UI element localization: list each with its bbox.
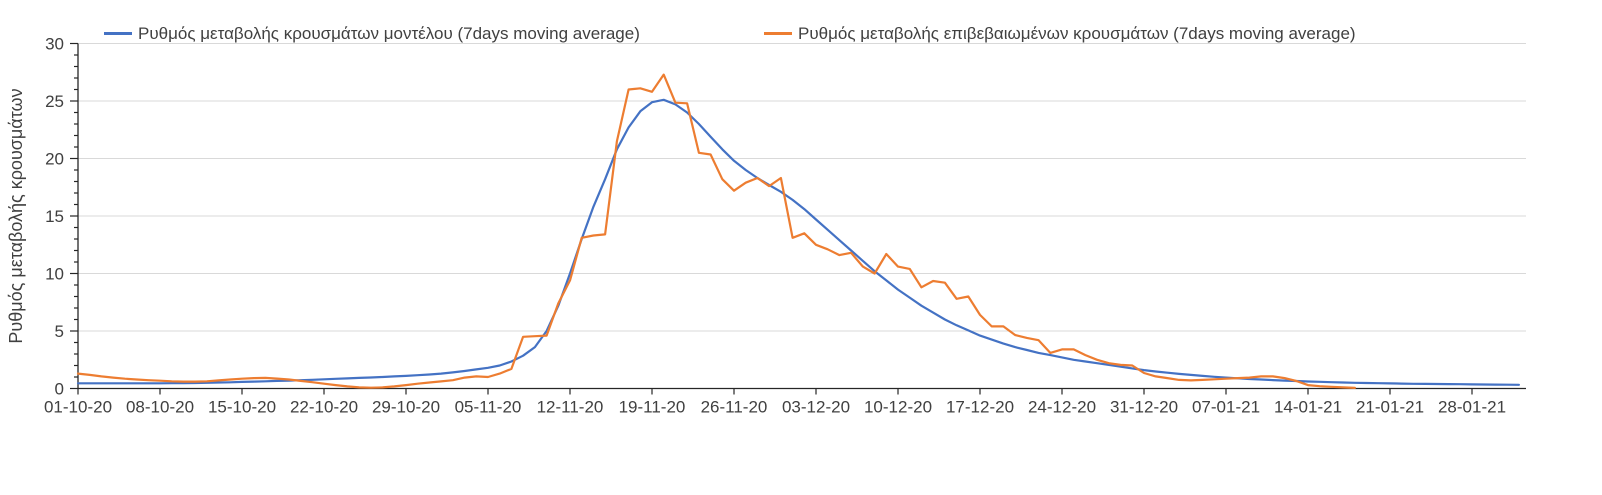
svg-text:01-10-20: 01-10-20 bbox=[44, 398, 112, 417]
svg-text:19-11-20: 19-11-20 bbox=[619, 398, 686, 417]
svg-text:5: 5 bbox=[55, 322, 64, 341]
svg-text:24-12-20: 24-12-20 bbox=[1028, 398, 1096, 417]
svg-text:08-10-20: 08-10-20 bbox=[126, 398, 194, 417]
svg-text:05-11-20: 05-11-20 bbox=[455, 398, 522, 417]
svg-text:28-01-21: 28-01-21 bbox=[1438, 398, 1506, 417]
axis-ticks bbox=[70, 42, 1473, 395]
svg-text:30: 30 bbox=[45, 35, 64, 54]
model-series-line bbox=[76, 98, 1521, 386]
svg-text:10: 10 bbox=[45, 265, 64, 284]
legend-item-confirmed: Ρυθμός μεταβολής επιβεβαιωμένων κρουσμάτ… bbox=[764, 24, 1356, 43]
legend-item-model: Ρυθμός μεταβολής κρουσμάτων μοντέλου (7d… bbox=[104, 24, 640, 43]
svg-text:22-10-20: 22-10-20 bbox=[290, 398, 358, 417]
svg-text:15: 15 bbox=[45, 207, 64, 226]
axis-tick-labels: 0 5 10 15 20 25 30 01-10-20 08-10-20 15-10-20 22-1… bbox=[44, 35, 1506, 417]
svg-text:12-11-20: 12-11-20 bbox=[537, 398, 604, 417]
svg-text:15-10-20: 15-10-20 bbox=[208, 398, 276, 417]
svg-text:29-10-20: 29-10-20 bbox=[372, 398, 440, 417]
legend-label-confirmed: Ρυθμός μεταβολής επιβεβαιωμένων κρουσμάτ… bbox=[798, 24, 1356, 43]
legend-marker-model-line-icon bbox=[104, 32, 132, 35]
svg-text:31-12-20: 31-12-20 bbox=[1110, 398, 1178, 417]
legend-marker-confirmed-line-icon bbox=[764, 32, 792, 35]
confirmed-series-line bbox=[76, 73, 1357, 389]
svg-text:21-01-21: 21-01-21 bbox=[1356, 398, 1424, 417]
svg-text:0: 0 bbox=[55, 380, 64, 399]
y-axis-title: Ρυθμός μεταβολής κρουσμάτων bbox=[6, 88, 26, 343]
svg-text:03-12-20: 03-12-20 bbox=[782, 398, 850, 417]
svg-text:25: 25 bbox=[45, 92, 64, 111]
legend-label-model: Ρυθμός μεταβολής κρουσμάτων μοντέλου (7d… bbox=[138, 24, 640, 43]
y-gridlines bbox=[78, 43, 1526, 332]
svg-text:20: 20 bbox=[45, 150, 64, 169]
svg-text:17-12-20: 17-12-20 bbox=[946, 398, 1014, 417]
svg-text:14-01-21: 14-01-21 bbox=[1274, 398, 1342, 417]
svg-text:26-11-20: 26-11-20 bbox=[701, 398, 768, 417]
svg-text:07-01-21: 07-01-21 bbox=[1192, 398, 1260, 417]
svg-text:10-12-20: 10-12-20 bbox=[864, 398, 932, 417]
data-series bbox=[76, 73, 1521, 389]
